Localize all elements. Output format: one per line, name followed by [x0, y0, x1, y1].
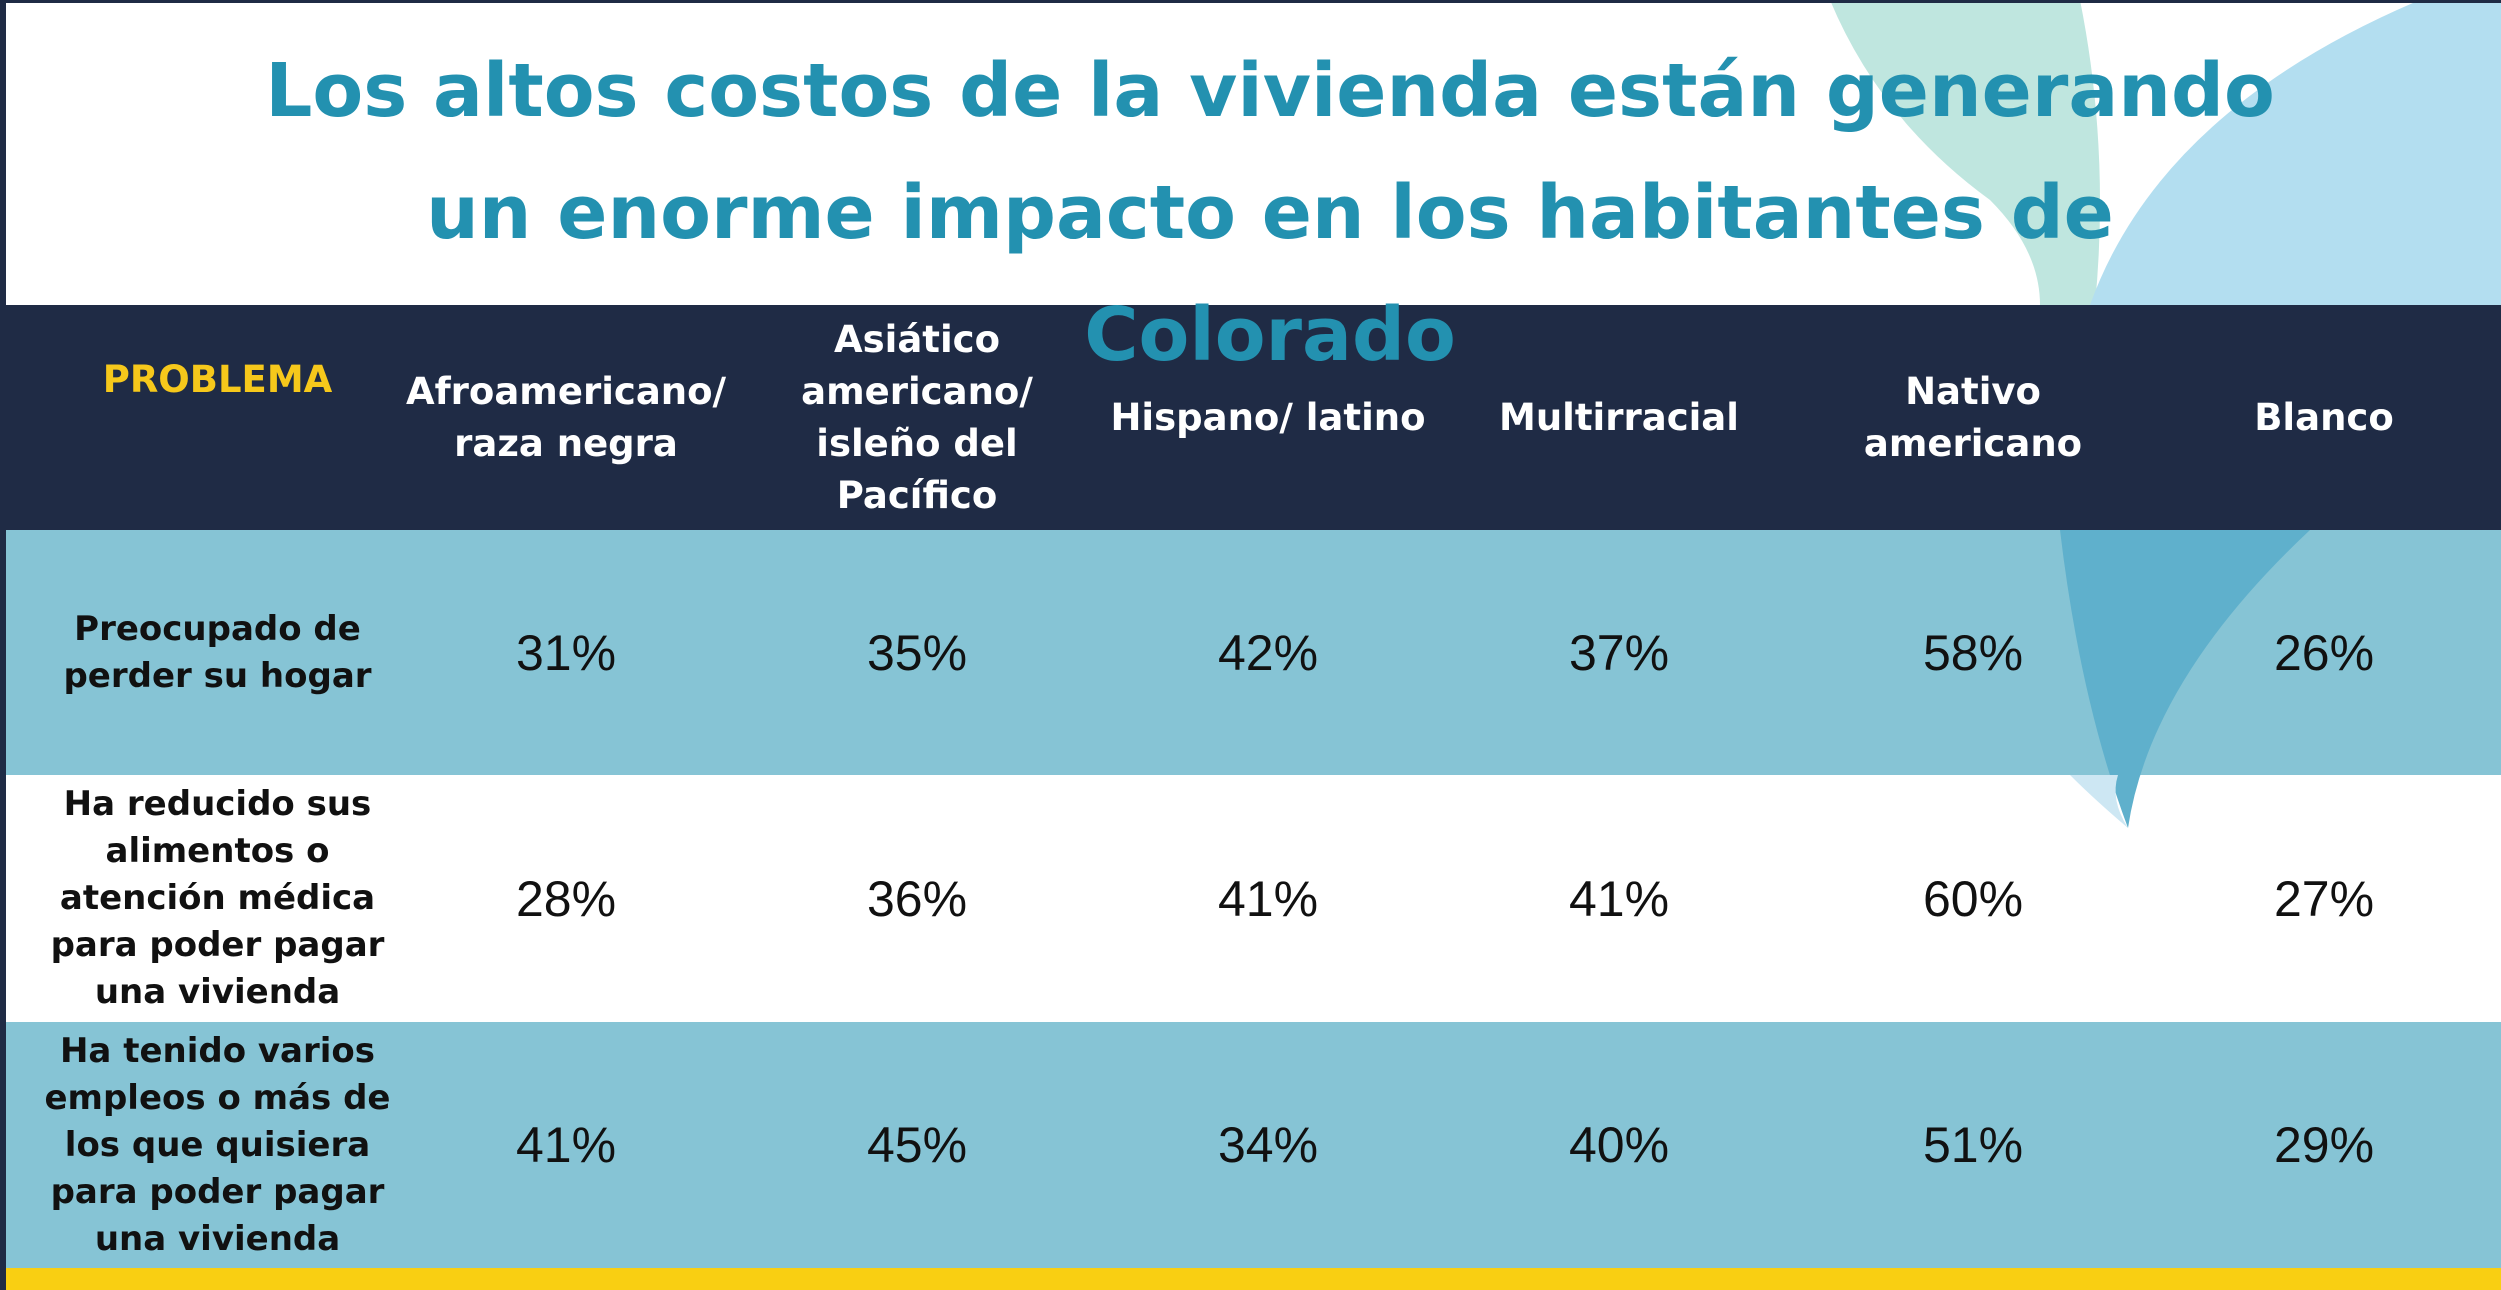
decoration: [1830, 0, 2100, 305]
row-label: Ha reducido sus alimentos o atención méd…: [50, 784, 385, 1012]
decoration: [2090, 0, 2501, 305]
cell-value: 60%: [1922, 870, 2024, 927]
row-label: Preocupado de perder su hogar: [63, 608, 372, 696]
top-border: [0, 0, 2501, 3]
cell-value: 31%: [515, 624, 617, 681]
cell-value: 26%: [2273, 624, 2375, 681]
cell-value: 58%: [1922, 624, 2024, 681]
cell-value: 41%: [1568, 870, 1670, 927]
cell-value: 42%: [1217, 624, 1319, 681]
column-header: PROBLEMA: [102, 358, 333, 401]
footer-bar: [0, 1268, 2501, 1290]
row-band: [0, 775, 2501, 1022]
decoration: [2070, 775, 2128, 828]
cell-value: 40%: [1568, 1117, 1670, 1173]
cell-value: 41%: [1217, 870, 1319, 927]
column-header: Asiático americano/ isleño del Pacífico: [801, 317, 1033, 517]
row-band: [0, 1022, 2501, 1268]
cell-value: 45%: [866, 1117, 968, 1173]
title: Los altos costos de la vivienda están ge…: [265, 48, 2275, 378]
cell-value: 51%: [1922, 1117, 2024, 1173]
cell-value: 36%: [866, 870, 968, 927]
cell-value: 29%: [2273, 1117, 2375, 1173]
cell-value: 35%: [866, 624, 968, 681]
cell-value: 34%: [1217, 1117, 1319, 1173]
left-border: [0, 0, 6, 1290]
decoration: [2060, 530, 2310, 828]
column-header: Nativo americano: [1863, 369, 2083, 465]
cell-value: 37%: [1568, 624, 1670, 681]
header-band: [0, 305, 2501, 530]
cell-value: 27%: [2273, 870, 2375, 927]
column-header: Hispano/ latino: [1110, 395, 1426, 439]
row-label: Ha tenido varios empleos o más de los qu…: [44, 1030, 391, 1259]
column-header: Blanco: [2254, 395, 2394, 439]
cell-value: 41%: [515, 1117, 617, 1173]
column-header: Afroamericano/ raza negra: [405, 369, 727, 465]
column-header: Multirracial: [1499, 395, 1739, 439]
cell-value: 28%: [515, 870, 617, 927]
